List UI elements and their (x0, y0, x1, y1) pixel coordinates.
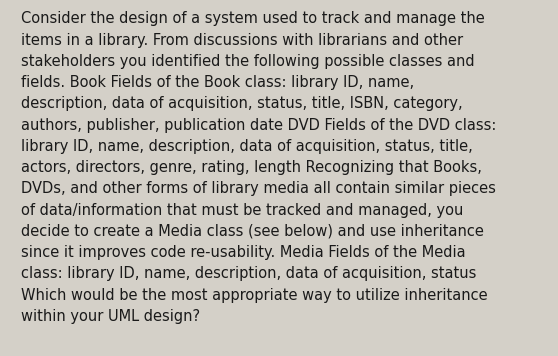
Text: Consider the design of a system used to track and manage the
items in a library.: Consider the design of a system used to … (21, 11, 497, 324)
